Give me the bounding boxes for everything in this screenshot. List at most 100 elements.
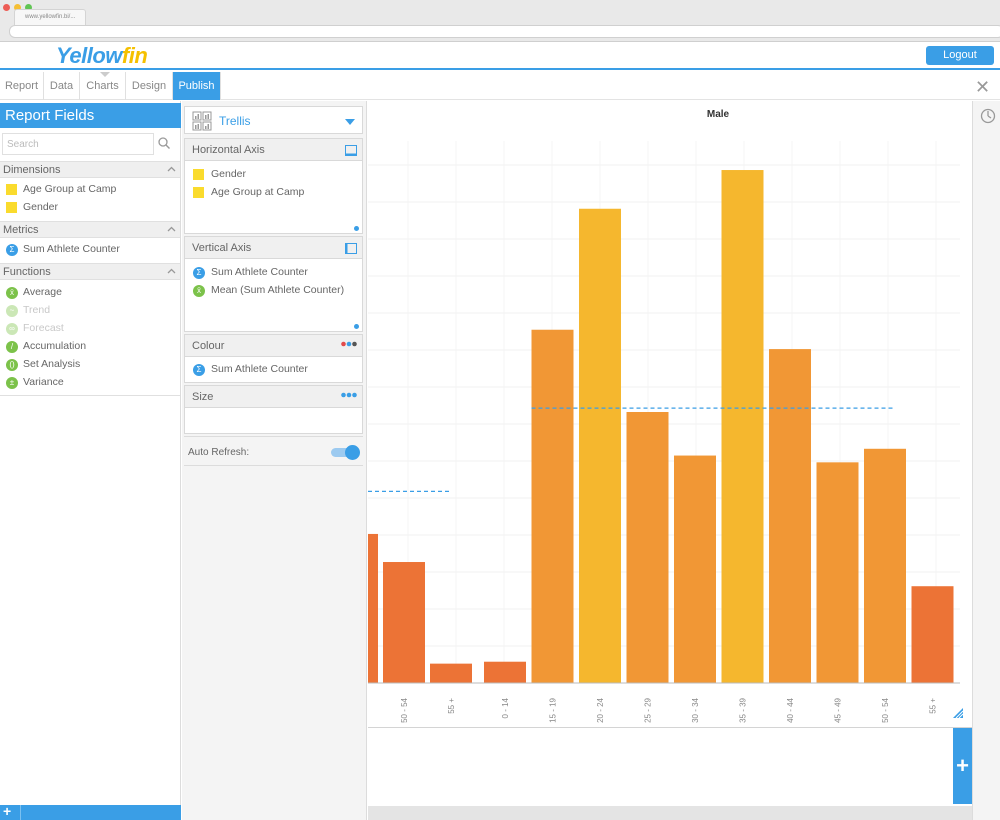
chart-settings-icon[interactable] (980, 108, 996, 124)
x-tick-label: 0 - 14 (501, 697, 510, 718)
sigma-icon: Σ (6, 244, 18, 256)
browser-tab[interactable]: www.yellowfin.bi/... (14, 9, 86, 25)
average-icon: x̄ (193, 285, 205, 297)
x-tick-label: 30 - 34 (691, 697, 700, 722)
chart-type-select[interactable]: Trellis (184, 106, 363, 134)
colour-dots-icon[interactable] (341, 341, 357, 347)
vertical-axis-dropzone[interactable]: Vertical Axis Σ Sum Athlete Counter x̄ Mea… (184, 236, 363, 332)
x-tick-label: 25 - 29 (644, 697, 653, 722)
window-minimize-dot[interactable] (14, 4, 21, 11)
resize-corner-icon[interactable] (952, 707, 964, 719)
bar-partial (368, 533, 378, 683)
bar (430, 663, 472, 683)
divider (20, 805, 21, 820)
auto-refresh-row: Auto Refresh: (184, 436, 363, 466)
field-search-input[interactable]: Search (2, 133, 154, 155)
vertical-axis-icon[interactable] (345, 243, 357, 254)
auto-refresh-toggle[interactable] (331, 445, 360, 460)
tab-data[interactable]: Data (44, 72, 80, 100)
close-icon[interactable]: ✕ (975, 77, 991, 97)
panel-title: Report Fields (0, 103, 181, 128)
browser-chrome: www.yellowfin.bi/... (0, 0, 1000, 42)
add-field-button[interactable]: + (0, 803, 181, 820)
sigma-icon: Σ (193, 267, 205, 279)
size-header: Size (185, 386, 362, 408)
divider (368, 727, 972, 728)
trellis-bar-chart: Male 50 - 54 55 + 0 - 14 15 - 19 20 - 24 25 - … (368, 109, 960, 723)
chart-builder-panel: Trellis Horizontal Axis Gender Age Group… (182, 101, 367, 820)
bar (484, 661, 526, 683)
right-tool-rail (972, 101, 1000, 820)
accumulation-icon: / (6, 341, 18, 353)
dimension-icon (193, 169, 204, 180)
window-close-dot[interactable] (3, 4, 10, 11)
window-maximize-dot[interactable] (25, 4, 32, 11)
tab-publish[interactable]: Publish (173, 72, 221, 100)
tab-charts[interactable]: Charts (80, 72, 126, 100)
trellis-icon (192, 111, 212, 131)
vertical-axis-header: Vertical Axis (185, 237, 362, 259)
chevron-up-icon[interactable] (167, 225, 176, 234)
horizontal-scrollbar[interactable] (368, 806, 972, 820)
dimension-icon (6, 202, 17, 213)
report-fields-panel: Report Fields Search Dimensions Age Grou… (0, 101, 181, 820)
bar (674, 455, 716, 683)
resize-handle[interactable] (354, 226, 359, 231)
dimension-icon (6, 184, 17, 195)
active-step-caret (100, 72, 110, 77)
yellowfin-logo: Yellowfin (56, 43, 148, 68)
bar (626, 412, 669, 683)
size-dots-icon[interactable] (341, 392, 357, 398)
chevron-up-icon[interactable] (167, 165, 176, 174)
x-tick-label: 40 - 44 (786, 697, 795, 722)
horizontal-axis-dropzone[interactable]: Horizontal Axis Gender Age Group at Camp (184, 138, 363, 234)
resize-handle[interactable] (354, 324, 359, 329)
divider (0, 395, 180, 396)
x-tick-label: 55 + (447, 698, 456, 714)
set-analysis-icon: () (6, 359, 18, 371)
x-tick-label: 55 + (929, 698, 938, 714)
x-tick-label: 50 - 54 (881, 697, 890, 722)
x-tick-label: 35 - 39 (739, 697, 748, 722)
x-tick-label: 15 - 19 (549, 697, 558, 722)
bar (721, 170, 764, 683)
bar (816, 462, 859, 683)
report-builder-tabs: Report Data Charts Design Publish (0, 72, 1000, 100)
add-chart-panel-button[interactable]: + (953, 728, 972, 804)
bar (911, 586, 954, 683)
chart-canvas: Male 50 - 54 55 + 0 - 14 15 - 19 20 - 24 25 - … (368, 101, 972, 806)
search-icon[interactable] (158, 137, 170, 149)
chevron-up-icon[interactable] (167, 267, 176, 276)
sigma-icon: Σ (193, 364, 205, 376)
colour-header: Colour (185, 335, 362, 357)
variance-icon: ± (6, 377, 18, 389)
x-tick-label: 45 - 49 (834, 697, 843, 722)
horizontal-axis-icon[interactable] (345, 145, 357, 156)
app-header: Yellowfin Logout (0, 42, 1000, 70)
bar (769, 349, 811, 683)
section-metrics[interactable]: Metrics (0, 221, 180, 238)
section-dimensions[interactable]: Dimensions (0, 161, 180, 178)
colour-dropzone[interactable]: Colour Σ Sum Athlete Counter (184, 334, 363, 383)
x-tick-label: 20 - 24 (596, 697, 605, 722)
bar (383, 562, 425, 683)
dimension-icon (193, 187, 204, 198)
tab-design[interactable]: Design (126, 72, 173, 100)
auto-refresh-label: Auto Refresh: (188, 447, 250, 458)
plus-icon: + (3, 803, 12, 819)
bar (864, 448, 906, 683)
size-dropzone[interactable]: Size (184, 385, 363, 434)
address-bar[interactable] (9, 25, 1000, 38)
tab-report[interactable]: Report (0, 72, 44, 100)
logout-button[interactable]: Logout (926, 46, 994, 65)
dropdown-arrow-icon[interactable] (345, 119, 355, 125)
horizontal-axis-header: Horizontal Axis (185, 139, 362, 161)
bar (531, 329, 574, 683)
trend-icon: ~ (6, 305, 18, 317)
section-functions[interactable]: Functions (0, 263, 180, 280)
forecast-icon: ∞ (6, 323, 18, 335)
bar (579, 208, 621, 683)
chart-title: Male (707, 109, 730, 120)
x-tick-label: 50 - 54 (400, 697, 409, 722)
average-icon: x̄ (6, 287, 18, 299)
